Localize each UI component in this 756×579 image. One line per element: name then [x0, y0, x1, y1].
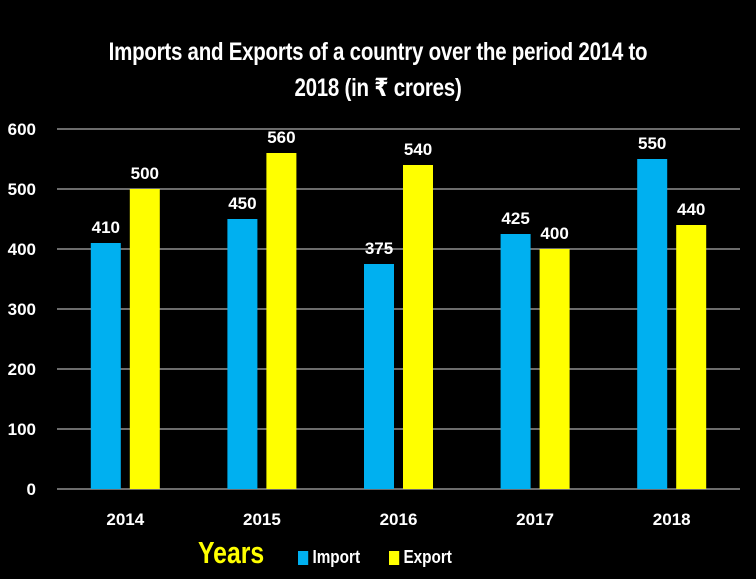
bar-import-2018 — [637, 159, 668, 489]
legend-label-import: Import — [312, 547, 361, 567]
bar-export-2018 — [676, 225, 707, 489]
bar-export-2015 — [266, 153, 297, 489]
x-tick-label: 2017 — [516, 510, 554, 529]
x-tick-label: 2015 — [243, 510, 281, 529]
data-label-export-2016: 540 — [404, 140, 432, 159]
y-tick-label: 0 — [27, 480, 36, 499]
y-axis-ticks: 0 100 200 300 400 500 600 — [8, 120, 36, 499]
data-labels: 410 500 450 560 375 540 425 400 550 440 — [92, 128, 706, 258]
data-label-export-2015: 560 — [267, 128, 295, 147]
bar-import-2014 — [90, 243, 121, 489]
data-label-export-2014: 500 — [131, 164, 159, 183]
x-axis-label: Years — [198, 535, 265, 570]
data-label-export-2018: 440 — [677, 200, 705, 219]
y-tick-label: 600 — [8, 120, 36, 139]
x-tick-label: 2014 — [106, 510, 144, 529]
bar-import-2017 — [500, 234, 531, 489]
legend-item-export: Export — [389, 547, 452, 568]
x-tick-label: 2018 — [653, 510, 691, 529]
legend-swatch-export — [389, 550, 400, 565]
chart-title: Imports and Exports of a country over th… — [68, 34, 688, 106]
y-tick-label: 400 — [8, 240, 36, 259]
data-label-import-2017: 425 — [501, 209, 529, 228]
legend: Years Import Export — [0, 535, 756, 579]
y-tick-label: 500 — [8, 180, 36, 199]
legend-item-import: Import — [298, 547, 360, 568]
y-tick-label: 200 — [8, 360, 36, 379]
x-tick-label: 2016 — [380, 510, 418, 529]
bar-export-2016 — [403, 165, 433, 489]
legend-swatch-import — [298, 550, 309, 565]
gridlines — [57, 128, 740, 490]
x-axis-ticks: 2014 2015 2016 2017 2018 — [106, 510, 690, 529]
chart-title-line-1: Imports and Exports of a country over th… — [108, 38, 648, 66]
bar-export-2017 — [539, 249, 570, 489]
bar-export-2014 — [129, 189, 160, 489]
data-label-export-2017: 400 — [540, 224, 568, 243]
data-label-import-2018: 550 — [638, 134, 666, 153]
bar-import-2016 — [364, 264, 394, 489]
bars — [90, 153, 707, 489]
data-label-import-2014: 410 — [92, 218, 120, 237]
y-tick-label: 300 — [8, 300, 36, 319]
chart-title-line-2: 2018 (in ₹ crores) — [294, 74, 462, 102]
bar-import-2015 — [227, 219, 258, 489]
y-tick-label: 100 — [8, 420, 36, 439]
data-label-import-2016: 375 — [365, 239, 393, 258]
data-label-import-2015: 450 — [228, 194, 256, 213]
legend-label-export: Export — [403, 547, 452, 567]
